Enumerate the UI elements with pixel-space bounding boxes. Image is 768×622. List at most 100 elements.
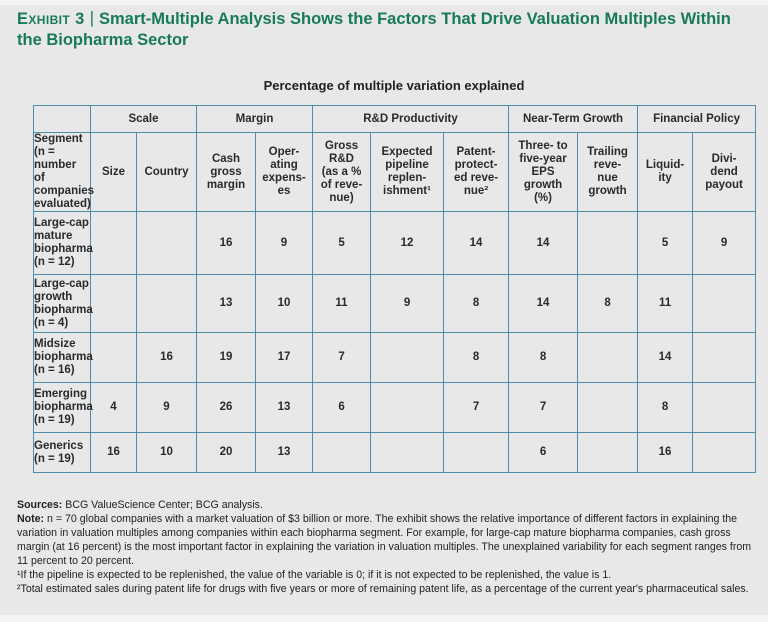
table-row: Midsize biopharma (n = 16) 16 19 17 7 8 … (33, 332, 757, 383)
cell-value (370, 332, 445, 383)
cell-value (577, 432, 639, 473)
cell-value (577, 332, 639, 383)
exhibit-number-label: Exhibit 3 (17, 10, 85, 28)
cell-value (443, 432, 510, 473)
cell-value: 19 (196, 332, 256, 383)
cell-value: 8 (443, 274, 510, 333)
cell-value: 8 (637, 382, 694, 433)
table-caption: Percentage of multiple variation explain… (263, 78, 525, 93)
group-header-row: Scale Margin R&D Productivity Near-Term … (33, 105, 757, 133)
column-header-cash-gross-margin: Cash gross margin (196, 132, 256, 212)
cell-value: 5 (637, 211, 694, 275)
sources-line: Sources: BCG ValueScience Center; BCG an… (17, 498, 754, 512)
table-row: Emerging biopharma (n = 19) 4 9 26 13 6 … (33, 382, 757, 433)
footer-notes: Sources: BCG ValueScience Center; BCG an… (17, 498, 754, 596)
cell-value: 13 (196, 274, 256, 333)
cell-value: 17 (254, 332, 314, 383)
note-paragraph: Note: n = 70 global companies with a mar… (17, 512, 754, 568)
group-header-scale: Scale (90, 105, 197, 133)
bottom-edge-strip (0, 615, 768, 622)
cell-value: 6 (312, 382, 372, 433)
cell-value: 9 (254, 211, 314, 275)
column-header-country: Country (136, 132, 197, 212)
cell-value: 4 (90, 382, 137, 433)
cell-value: 9 (136, 382, 197, 433)
segment-label: Large-cap growth biopharma (n = 4) (33, 274, 93, 333)
column-header-gross-rd: Gross R&D (as a % of reve- nue) (312, 132, 372, 212)
cell-value: 14 (443, 211, 510, 275)
group-header-rd-productivity: R&D Productivity (312, 105, 510, 133)
cell-value: 8 (443, 332, 510, 383)
segment-label: Midsize biopharma (n = 16) (33, 332, 93, 383)
cell-value: 14 (637, 332, 694, 383)
cell-value: 9 (692, 211, 757, 275)
cell-value: 9 (370, 274, 445, 333)
footnote-2: ²Total estimated sales during patent lif… (17, 583, 749, 595)
group-header-near-term-growth: Near-Term Growth (508, 105, 639, 133)
column-header-patent-protected-revenue: Patent- protect- ed reve- nue² (443, 132, 510, 212)
title-separator: | (89, 9, 94, 27)
cell-value: 14 (508, 211, 579, 275)
table-row: Large-cap growth biopharma (n = 4) 13 10… (33, 274, 757, 333)
cell-value (136, 211, 197, 275)
cell-value (692, 274, 757, 333)
cell-value (370, 432, 445, 473)
segment-column-header: Segment (n = number of companies evaluat… (33, 132, 95, 212)
exhibit-title-text: Smart-Multiple Analysis Shows the Factor… (17, 10, 731, 49)
column-header-expected-pipeline-replenishment: Expected pipeline replen- ishment¹ (370, 132, 445, 212)
cell-value: 11 (637, 274, 694, 333)
column-header-size: Size (90, 132, 137, 212)
table-row: Large-cap mature biopharma (n = 12) 16 9… (33, 211, 757, 275)
cell-value (577, 211, 639, 275)
note-label: Note: (17, 513, 45, 525)
cell-value (90, 274, 137, 333)
cell-value: 16 (637, 432, 694, 473)
table-row: Generics (n = 19) 16 10 20 13 6 16 (33, 432, 757, 473)
cell-value (692, 432, 757, 473)
cell-value: 13 (254, 432, 314, 473)
cell-value (90, 332, 137, 383)
cell-value: 20 (196, 432, 256, 473)
note-text: n = 70 global companies with a market va… (17, 513, 752, 567)
cell-value: 26 (196, 382, 256, 433)
column-header-dividend-payout: Divi- dend payout (692, 132, 757, 212)
sources-label: Sources: (17, 499, 63, 511)
cell-value (90, 211, 137, 275)
exhibit-table: Scale Margin R&D Productivity Near-Term … (33, 105, 757, 473)
cell-value (312, 432, 372, 473)
cell-value: 16 (136, 332, 197, 383)
exhibit-title: Exhibit 3 | Smart-Multiple Analysis Shows … (17, 9, 759, 51)
cell-value: 8 (577, 274, 639, 333)
top-edge-strip (0, 0, 768, 5)
group-header-margin: Margin (195, 105, 314, 133)
cell-value: 16 (196, 211, 256, 275)
cell-value (692, 332, 757, 383)
column-header-liquidity: Liquid- ity (637, 132, 694, 212)
column-header-trailing-revenue-growth: Trailing reve- nue growth (577, 132, 639, 212)
cell-value: 6 (508, 432, 579, 473)
footnote-1: ¹If the pipeline is expected to be reple… (17, 569, 612, 581)
segment-label: Emerging biopharma (n = 19) (33, 382, 93, 433)
cell-value: 13 (254, 382, 314, 433)
cell-value: 11 (312, 274, 372, 333)
column-header-row: Segment (n = number of companies evaluat… (33, 132, 757, 212)
cell-value: 12 (370, 211, 445, 275)
cell-value: 7 (508, 382, 579, 433)
cell-value (692, 382, 757, 433)
segment-label: Generics (n = 19) (33, 432, 91, 473)
cell-value: 7 (443, 382, 510, 433)
cell-value: 10 (254, 274, 314, 333)
cell-value (577, 382, 639, 433)
group-header-financial-policy: Financial Policy (637, 105, 757, 133)
cell-value: 14 (508, 274, 579, 333)
segment-label: Large-cap mature biopharma (n = 12) (33, 211, 93, 275)
cell-value: 7 (312, 332, 372, 383)
cell-value: 10 (136, 432, 197, 473)
sources-text: BCG ValueScience Center; BCG analysis. (62, 499, 263, 511)
cell-value (136, 274, 197, 333)
cell-value (370, 382, 445, 433)
cell-value: 16 (90, 432, 137, 473)
table-corner-spacer (33, 105, 91, 133)
cell-value: 5 (312, 211, 372, 275)
cell-value: 8 (508, 332, 579, 383)
